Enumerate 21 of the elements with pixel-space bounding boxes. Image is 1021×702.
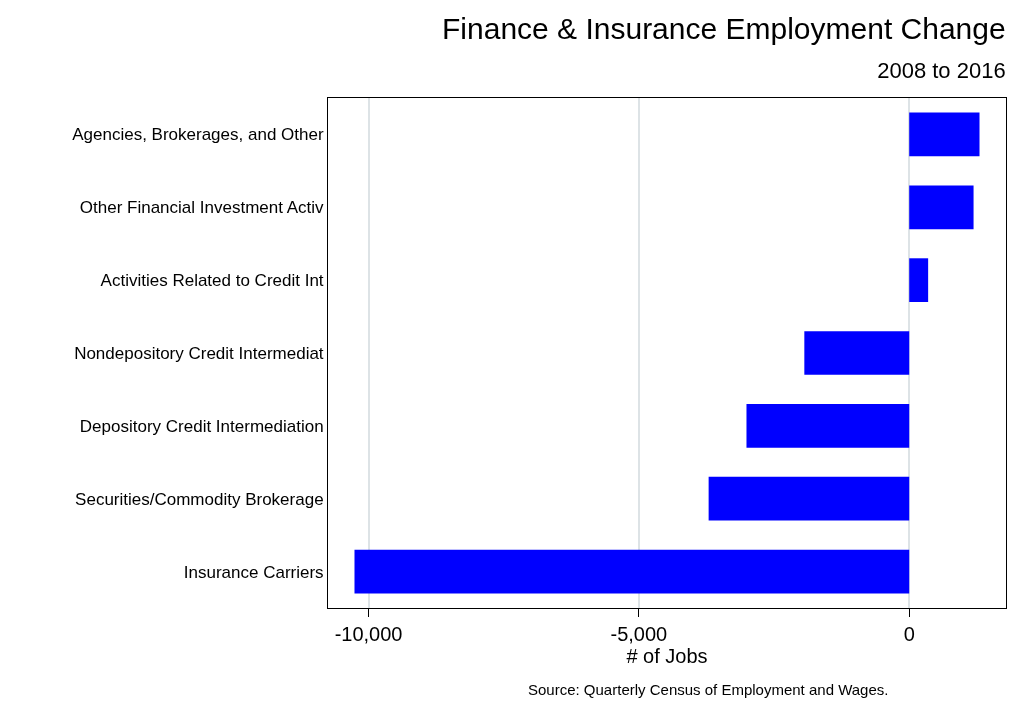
bar bbox=[708, 476, 910, 521]
y-tick-label: Agencies, Brokerages, and Other bbox=[72, 125, 324, 145]
bar bbox=[804, 331, 910, 375]
y-tick-label: Securities/Commodity Brokerage bbox=[75, 489, 324, 509]
x-tick-label: 0 bbox=[903, 623, 915, 645]
bar bbox=[746, 404, 910, 448]
source-note: Source: Quarterly Census of Employment and Wages. bbox=[528, 681, 889, 698]
x-tick-label: -10,000 bbox=[334, 623, 403, 645]
y-tick-label: Insurance Carriers bbox=[183, 562, 324, 582]
x-axis-title: # of Jobs bbox=[626, 645, 708, 667]
y-tick-label: Depository Credit Intermediation bbox=[79, 416, 324, 436]
bar bbox=[354, 549, 910, 594]
y-tick-label: Other Financial Investment Activ bbox=[79, 198, 325, 218]
bar bbox=[909, 185, 974, 230]
bar bbox=[909, 258, 929, 302]
y-tick-label: Nondepository Credit Intermediat bbox=[74, 343, 324, 363]
x-tick-label: -5,000 bbox=[610, 623, 668, 645]
bar bbox=[909, 112, 980, 157]
y-tick-label: Activities Related to Credit Int bbox=[100, 271, 324, 291]
chart-title: Finance & Insurance Employment Change bbox=[442, 11, 1006, 45]
chart-subtitle: 2008 to 2016 bbox=[877, 57, 1006, 83]
